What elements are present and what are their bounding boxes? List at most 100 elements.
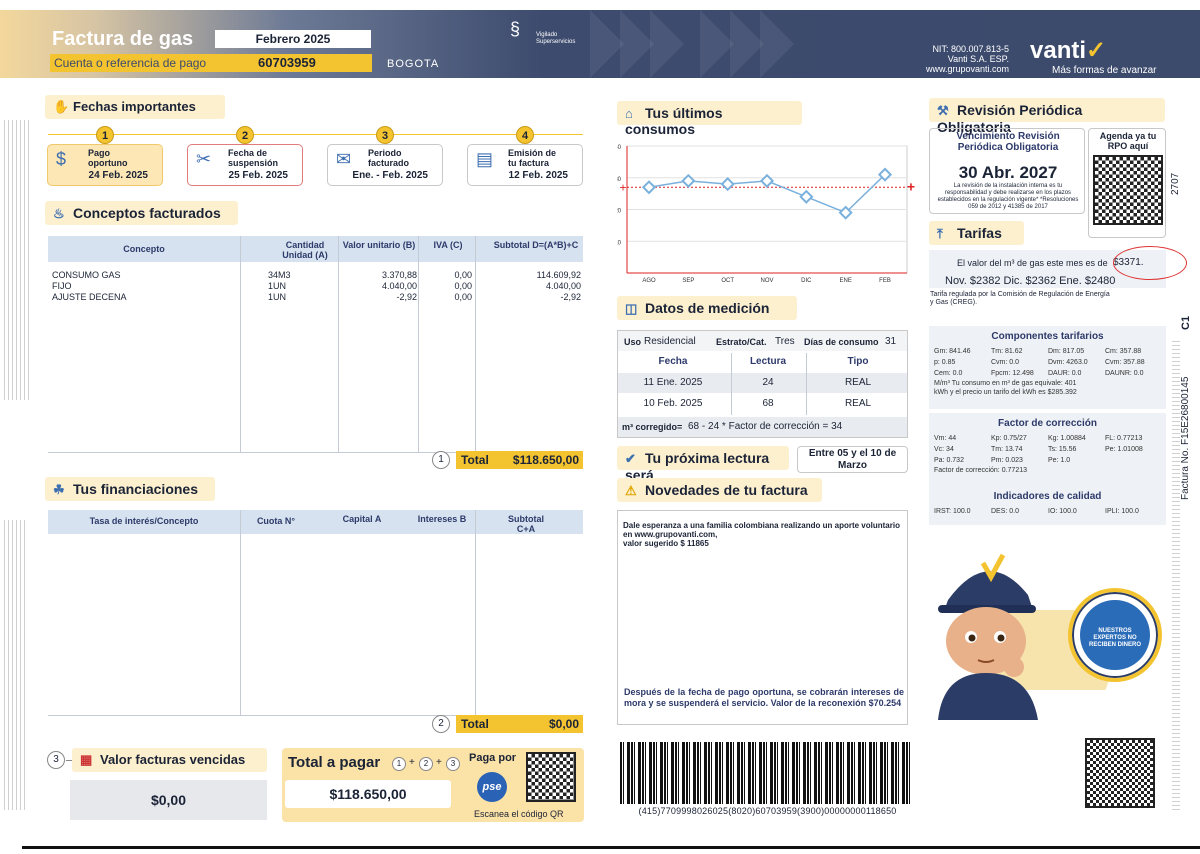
check-icon: ✓	[1086, 37, 1107, 64]
document-icon: ▤	[476, 149, 494, 169]
pse-button[interactable]: pse	[477, 772, 507, 802]
cell: FL: 0.77213	[1105, 435, 1143, 442]
fecha-label-3: Periodo facturado	[368, 148, 410, 168]
fecha-num-2: 2	[236, 126, 254, 144]
y-tick-label: 20	[617, 209, 622, 215]
legal-fineprint	[4, 120, 32, 400]
medicion-info-row: Uso Residencial Estrato/Cat. Tres Días d…	[618, 331, 907, 351]
divider	[418, 236, 419, 452]
cell: -2,92	[560, 292, 581, 302]
city: BOGOTA	[387, 58, 440, 70]
cell: 4.040,00	[545, 281, 581, 291]
novedades-footer: Después de la fecha de pago oportuna, se…	[624, 687, 904, 708]
medicion-title: Datos de medición	[645, 300, 770, 316]
formula-plus: +	[409, 757, 415, 768]
x-tick-label: NOV	[760, 278, 773, 284]
cell: DAUR: 0.0	[1048, 370, 1082, 377]
table-row: Cem: 0.0 Fpcm: 12.498 DAUR: 0.0 DAUNR: 0.0	[929, 368, 1166, 379]
paga-por: Paga por	[469, 752, 517, 764]
fecha-num-3: 3	[376, 126, 394, 144]
rpo-venc-date: 30 Abr. 2027	[958, 163, 1058, 182]
factor-box: Factor de corrección Vm: 44 Kp: 0.75/27 Kg…	[929, 413, 1166, 487]
reference-bar: Cuenta o referencia de pago 60703959	[50, 54, 372, 72]
total-label: Total	[461, 453, 489, 467]
factor-total: Factor de corrección: 0.77213	[934, 467, 1027, 474]
x-tick-label: SEP	[682, 278, 694, 284]
nit: NIT: 800.007.813-5	[932, 44, 1009, 54]
vencidas-title: Valor facturas vencidas	[100, 752, 246, 767]
rpo-agenda-box: Agenda ya tu RPO aquí	[1088, 128, 1166, 238]
formula-2: 2	[419, 757, 433, 771]
conceptos-table-header: Concepto Cantidad Unidad (A) Valor unita…	[48, 236, 583, 262]
cell: p: 0.85	[934, 359, 956, 366]
y-tick-label: 10	[617, 240, 622, 246]
factor-title: Factor de corrección	[998, 418, 1097, 429]
qr-code-payment[interactable]	[526, 752, 576, 802]
cell: Pe: 1.01008	[1105, 446, 1143, 453]
formula-1: 1	[392, 757, 406, 771]
flame-icon: ♨	[53, 206, 65, 221]
cash-icon: $	[56, 149, 67, 169]
qr-code-bill[interactable]	[1085, 738, 1155, 808]
componentes-note-2: kWh y el precio un tarifo del kWh es $28…	[934, 389, 1077, 396]
col-fecha: Fecha	[658, 356, 688, 367]
cell: Cvm: 357.88	[1105, 359, 1145, 366]
divider	[731, 353, 732, 415]
vigilado-text: Vigilado Superservicios	[536, 32, 576, 45]
m3-corregido: m³ corregido= 68 - 24 * Factor de correc…	[618, 417, 907, 437]
estrato-label: Estrato/Cat.	[716, 337, 767, 347]
cell: Ts: 15.56	[1048, 446, 1077, 453]
qr-code-rpo[interactable]	[1093, 155, 1163, 225]
check-circle-icon: ✔	[625, 451, 636, 466]
tarifa-label: El valor del m³ de gas este mes es de	[957, 258, 1108, 268]
cell: AJUSTE DECENA	[52, 292, 127, 302]
cell: 68	[762, 398, 774, 409]
data-point	[877, 167, 893, 182]
col-tipo: Tipo	[847, 356, 869, 367]
side-number: 2707	[1170, 172, 1181, 195]
total-value: $118.650,00	[512, 453, 579, 467]
seal-inner	[1080, 600, 1150, 670]
cell: IPLI: 100.0	[1105, 508, 1139, 515]
fecha-value-3: Ene. - Feb. 2025	[352, 170, 428, 181]
fecha-card-pago: $ Pago oportuno 24 Feb. 2025	[47, 144, 163, 186]
cell: IRST: 100.0	[934, 508, 971, 515]
cell: REAL	[844, 398, 872, 409]
fecha-label-1: Pago oportuno	[88, 148, 128, 168]
fecha-value-4: 12 Feb. 2025	[508, 170, 568, 181]
cell: Vc: 34	[934, 446, 954, 453]
warning-icon: ⚠	[625, 483, 637, 498]
website: www.grupovanti.com	[925, 64, 1009, 74]
data-point	[838, 205, 853, 220]
side-fineprint	[1172, 340, 1180, 810]
rpo-note: La revisión de la instalación interna es…	[937, 183, 1079, 210]
medicion-headers: Fecha Lectura Tipo	[618, 353, 907, 371]
col-tasa: Tasa de interés/Concepto	[89, 516, 199, 526]
col-iva: IVA (C)	[433, 240, 463, 250]
cell: DES: 0.0	[991, 508, 1020, 515]
side-factura: Factura No. F15E26800145	[1180, 376, 1191, 500]
rpo-box: Vencimiento Revisión Periódica Obligator…	[929, 128, 1085, 214]
x-tick-label: ENE	[839, 278, 851, 284]
cell: 34M3	[268, 270, 291, 280]
handshake-icon: ✋	[53, 99, 70, 114]
cell: 10 Feb. 2025	[643, 398, 703, 409]
table-row: 10 Feb. 2025 68 REAL	[618, 394, 907, 414]
table-row: 11 Ene. 2025 24 REAL	[618, 373, 907, 393]
scissors-icon: ✂	[196, 149, 212, 169]
total-pagar-title: Total a pagar	[288, 754, 381, 771]
wrench-icon: ⚒	[937, 103, 949, 118]
fecha-value-1: 24 Feb. 2025	[88, 170, 148, 181]
conceptos-total: Total $118.650,00	[456, 451, 583, 469]
componentes-note-1: M/m³ Tu consumo en m³ de gas equivale: 4…	[934, 380, 1077, 387]
total-pagar-box: Total a pagar 1 + 2 + 3 $118.650,00 Paga…	[282, 748, 584, 822]
consumption-chart: 40 30 20 10 + + AGO SEP OCT NOV DIC ENE FEB	[617, 145, 915, 284]
x-tick-label: FEB	[879, 278, 891, 284]
estrato-value: Tres	[775, 336, 795, 347]
financiaciones-table-header: Tasa de interés/Concepto Cuota N° Capita…	[48, 510, 583, 534]
financiaciones-title: Tus financiaciones	[73, 481, 198, 497]
consumos-title: Tus últimos consumos	[625, 105, 723, 137]
rpo-venc-label: Vencimiento Revisión Periódica Obligator…	[956, 131, 1060, 153]
cell: 4.040,00	[381, 281, 417, 291]
col-concepto: Concepto	[123, 244, 165, 254]
